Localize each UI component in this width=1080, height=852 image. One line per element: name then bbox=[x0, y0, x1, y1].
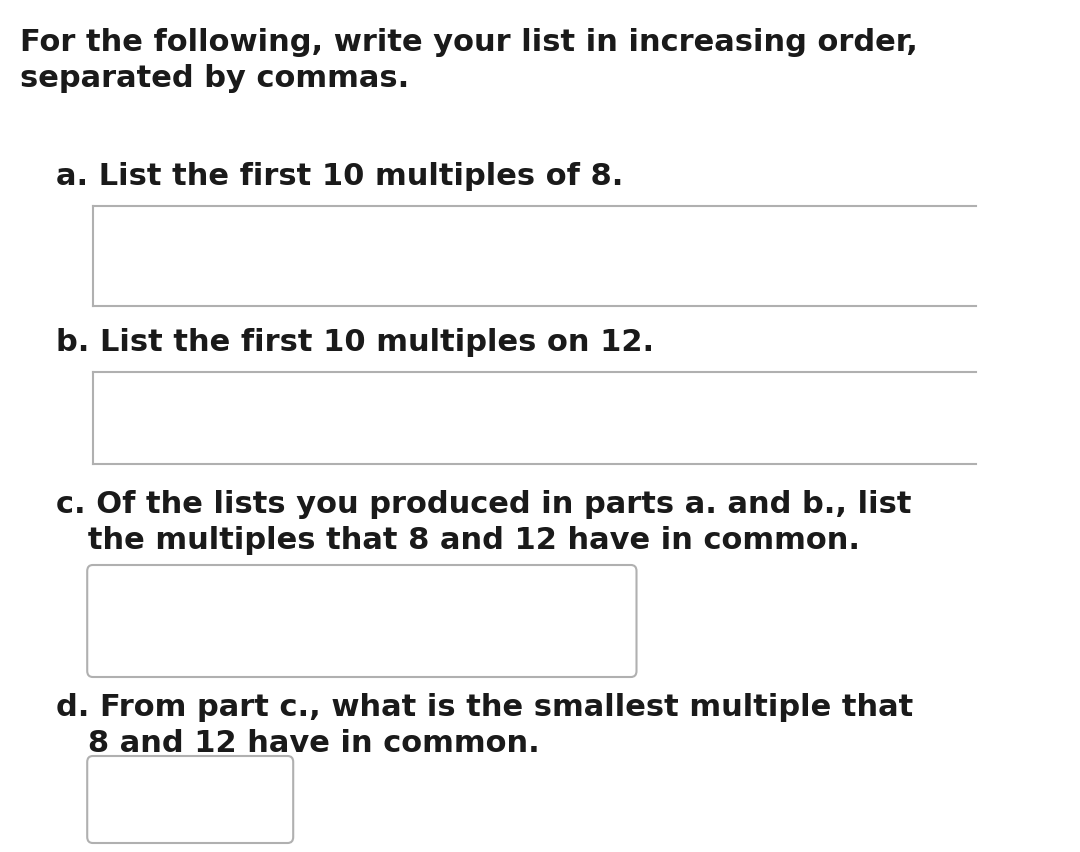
Text: 8 and 12 have in common.: 8 and 12 have in common. bbox=[56, 728, 539, 757]
Text: a. List the first 10 multiples of 8.: a. List the first 10 multiples of 8. bbox=[56, 162, 623, 191]
Text: For the following, write your list in increasing order,: For the following, write your list in in… bbox=[21, 28, 918, 57]
Text: b. List the first 10 multiples on 12.: b. List the first 10 multiples on 12. bbox=[56, 328, 653, 357]
Text: c. Of the lists you produced in parts a. and b., list: c. Of the lists you produced in parts a.… bbox=[56, 489, 912, 518]
FancyBboxPatch shape bbox=[87, 566, 636, 677]
Text: separated by commas.: separated by commas. bbox=[21, 64, 409, 93]
Text: d. From part c., what is the smallest multiple that: d. From part c., what is the smallest mu… bbox=[56, 692, 913, 721]
Text: the multiples that 8 and 12 have in common.: the multiples that 8 and 12 have in comm… bbox=[56, 526, 860, 555]
FancyBboxPatch shape bbox=[87, 756, 293, 843]
